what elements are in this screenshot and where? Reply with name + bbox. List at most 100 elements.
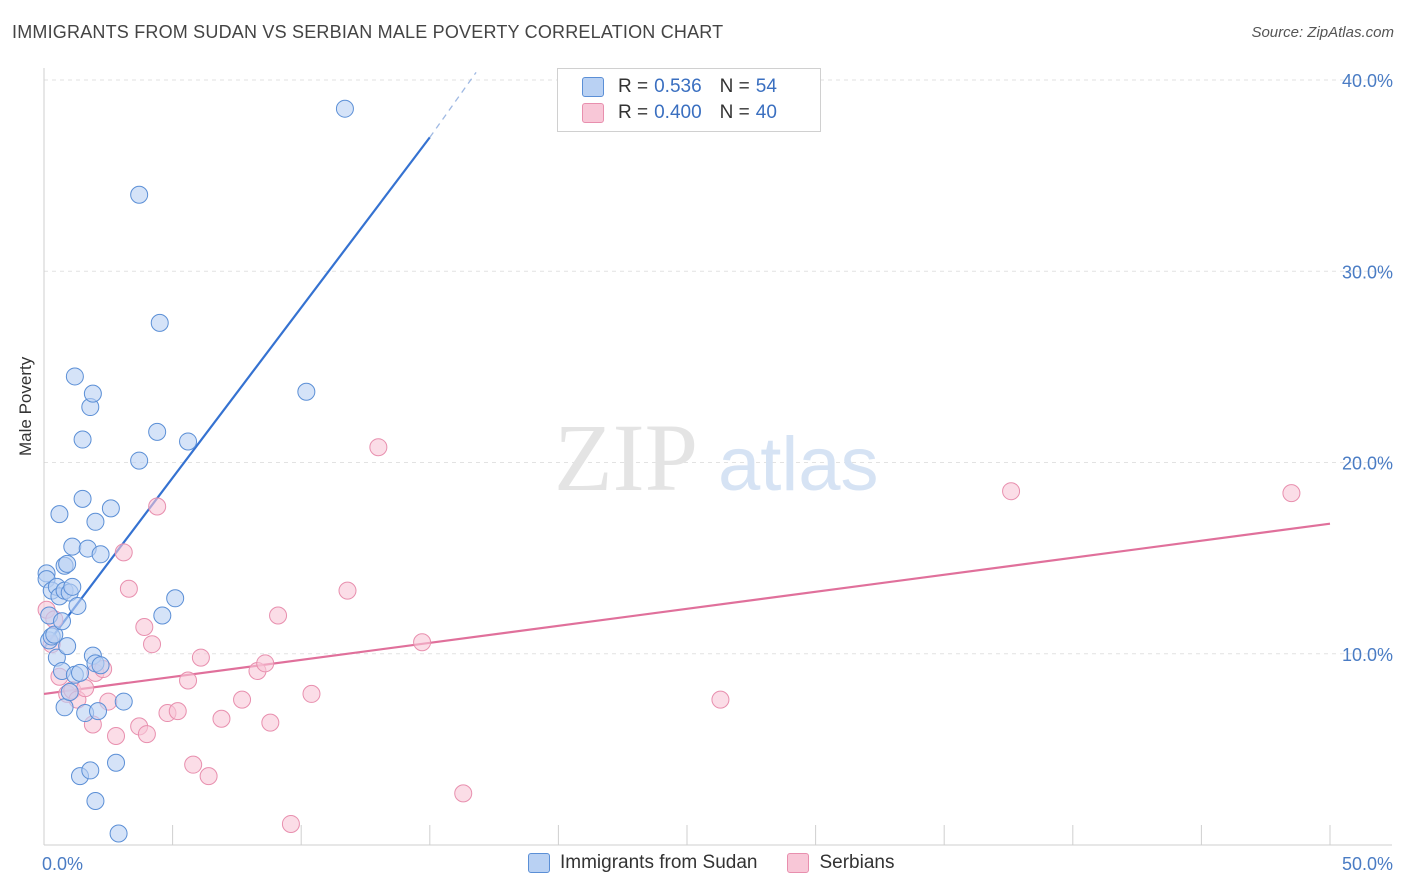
legend-swatch-serbians	[582, 103, 604, 123]
sudan-point	[71, 663, 90, 682]
sudan-point	[89, 702, 108, 721]
serbian-point	[179, 671, 198, 690]
legend-n-label: N =	[719, 76, 750, 97]
legend-swatch-serbians	[787, 853, 810, 873]
serbian-point	[256, 654, 275, 673]
sudan-trend-extension	[429, 71, 477, 138]
sudan-point	[166, 589, 185, 608]
sudan-point	[130, 185, 149, 204]
y-tick-label: 20.0%	[1342, 454, 1393, 474]
legend-row-sudan: R = 0.536 N = 54	[582, 75, 795, 99]
serbian-point	[191, 648, 210, 667]
legend-label-sudan: Immigrants from Sudan	[560, 852, 758, 873]
watermark-zip: ZIP	[554, 404, 698, 511]
serbian-point	[119, 579, 138, 598]
axes	[43, 68, 1392, 846]
legend-r-label: R =	[618, 102, 649, 123]
sudan-point	[148, 422, 167, 441]
sudan-point	[91, 545, 110, 564]
sudan-point	[153, 606, 172, 625]
correlation-legend: R = 0.536 N = 54 R = 0.400 N = 40	[557, 68, 821, 132]
legend-r-value: 0.400	[654, 102, 702, 123]
sudan-point	[107, 753, 126, 772]
sudan-point	[58, 637, 77, 656]
sudan-point	[81, 761, 100, 780]
serbian-point	[143, 635, 162, 654]
serbian-point	[369, 438, 388, 457]
serbian-point	[135, 617, 154, 636]
serbian-point	[199, 767, 218, 786]
watermark: ZIP atlas	[554, 404, 879, 511]
serbian-point	[148, 497, 167, 516]
serbian-point	[168, 702, 187, 721]
source-label: Source: ZipAtlas.com	[1251, 24, 1394, 41]
sudan-point	[83, 384, 102, 403]
serbian-point	[302, 684, 321, 703]
legend-row-serbians: R = 0.400 N = 40	[582, 101, 795, 125]
legend-r-value: 0.536	[654, 76, 702, 97]
sudan-point	[45, 625, 64, 644]
sudan-point	[55, 698, 74, 717]
sudan-point	[60, 683, 79, 701]
x-tick-labels: 0.0% 50.0%	[42, 854, 1393, 874]
legend-n-value: 40	[755, 102, 777, 123]
sudan-point	[73, 430, 92, 449]
legend-swatch-sudan	[582, 77, 604, 97]
serbian-trend-line	[43, 522, 1331, 696]
sudan-point	[114, 692, 133, 711]
serbian-point	[281, 814, 300, 833]
sudan-point	[109, 824, 128, 843]
sudan-point	[86, 792, 105, 811]
y-tick-labels: 10.0% 20.0% 30.0% 40.0%	[1342, 71, 1393, 665]
sudan-point	[297, 382, 316, 401]
sudan-point	[179, 432, 198, 451]
sudan-point	[63, 537, 82, 556]
sudan-point	[101, 499, 120, 518]
sudan-point	[91, 656, 110, 675]
sudan-point	[130, 451, 149, 470]
sudan-trend-line	[43, 136, 431, 649]
x-tick-label: 0.0%	[42, 854, 83, 874]
legend-item-sudan[interactable]: Immigrants from Sudan	[528, 852, 757, 874]
legend-n-label: N =	[719, 102, 750, 123]
serbian-point	[107, 726, 126, 745]
sudan-point	[335, 99, 354, 118]
serbian-point	[137, 725, 156, 744]
sudan-point	[65, 367, 84, 386]
sudan-point	[150, 313, 169, 332]
serbian-point	[261, 713, 280, 732]
sudan-point	[73, 489, 92, 508]
legend-r-label: R =	[618, 76, 649, 97]
serbian-point	[269, 606, 288, 625]
x-tick-label: 50.0%	[1342, 854, 1393, 874]
serbian-point	[233, 690, 252, 709]
y-tick-label: 10.0%	[1342, 645, 1393, 665]
serbian-point	[711, 690, 730, 709]
y-tick-label: 40.0%	[1342, 71, 1393, 91]
serbian-point	[184, 755, 203, 774]
serbian-point	[1282, 484, 1301, 503]
serbian-point	[454, 784, 473, 803]
legend-label-serbians: Serbians	[819, 852, 895, 873]
sudan-point	[50, 505, 69, 524]
serbian-point	[212, 709, 231, 728]
serbian-point	[413, 633, 432, 652]
serbian-point	[1002, 482, 1021, 501]
sudan-point	[63, 577, 82, 596]
y-tick-label: 30.0%	[1342, 262, 1393, 282]
series-legend: Immigrants from Sudan Serbians	[528, 852, 924, 874]
legend-swatch-sudan	[528, 853, 550, 873]
y-axis-label: Male Poverty	[16, 356, 35, 456]
sudan-point	[68, 596, 87, 615]
data-points	[37, 99, 1301, 843]
chart-title: IMMIGRANTS FROM SUDAN VS SERBIAN MALE PO…	[12, 22, 724, 42]
serbian-point	[338, 581, 357, 600]
legend-n-value: 54	[755, 76, 777, 97]
sudan-point	[86, 512, 105, 531]
gridlines	[44, 79, 1390, 655]
trend-lines	[43, 71, 1331, 696]
legend-item-serbians[interactable]: Serbians	[787, 852, 894, 874]
watermark-atlas: atlas	[718, 422, 879, 507]
serbian-point	[114, 543, 133, 562]
